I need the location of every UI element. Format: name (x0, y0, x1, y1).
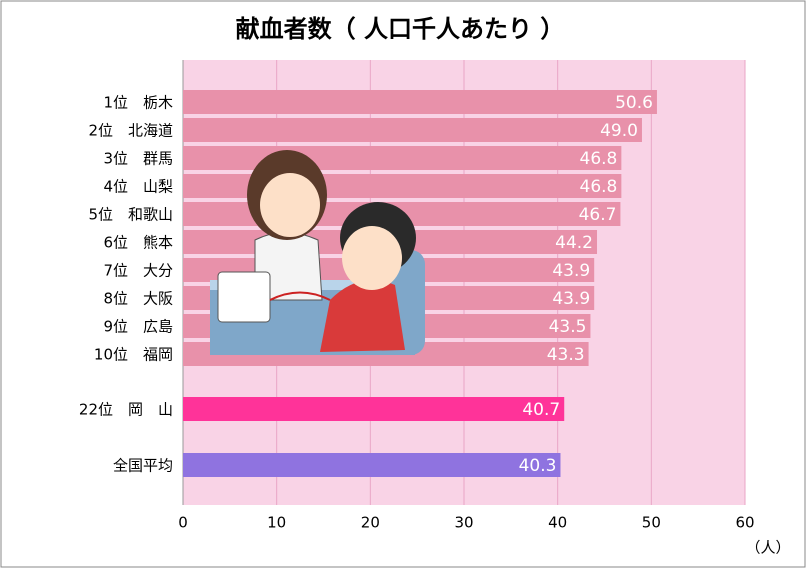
y-tick-label: 5位 和歌山 (88, 206, 173, 224)
x-tick-label: 10 (267, 514, 286, 532)
patient-face (342, 226, 402, 290)
value-label: 40.3 (519, 456, 557, 476)
bar (183, 397, 565, 421)
y-tick-label: 3位 群馬 (103, 150, 173, 168)
bar (183, 118, 642, 142)
patient-body (320, 280, 405, 352)
bar (183, 146, 622, 170)
y-tick-label: 8位 大阪 (103, 290, 173, 308)
x-tick-label: 60 (735, 514, 754, 532)
bar (183, 90, 657, 114)
y-tick-label: 7位 大分 (103, 262, 173, 280)
y-tick-label: 全国平均 (113, 457, 173, 475)
y-tick-label: 6位 熊本 (103, 234, 173, 252)
value-label: 46.8 (580, 177, 618, 197)
value-label: 46.7 (579, 205, 617, 225)
y-tick-label: 4位 山梨 (103, 178, 173, 196)
value-label: 43.3 (547, 345, 585, 365)
value-label: 43.9 (552, 289, 590, 309)
value-label: 43.9 (552, 261, 590, 281)
bar (183, 453, 561, 477)
x-tick-label: 50 (642, 514, 661, 532)
value-label: 49.0 (600, 121, 638, 141)
y-tick-label: 9位 広島 (103, 318, 173, 336)
labels: 0 10 20 30 40 50 60 1位 栃木 50.6 2位 北海道 49.0 3位 群馬 46.… (79, 93, 755, 532)
nurse-face (260, 173, 320, 237)
y-tick-label: 1位 栃木 (103, 94, 173, 112)
y-tick-label: 10位 福岡 (94, 346, 173, 364)
value-label: 46.8 (580, 149, 618, 169)
x-unit: （人） (745, 539, 790, 557)
illustration (210, 150, 425, 355)
value-label: 44.2 (555, 233, 593, 253)
y-tick-label: 2位 北海道 (88, 122, 173, 140)
y-tick-label: 22位 岡 山 (79, 401, 173, 419)
chart-title: 献血者数（ 人口千人あたり ） (236, 15, 565, 43)
monitor (217, 271, 271, 323)
value-label: 50.6 (615, 93, 653, 113)
x-tick-label: 30 (454, 514, 473, 532)
value-label: 43.5 (549, 317, 587, 337)
x-tick-label: 20 (361, 514, 380, 532)
value-label: 40.7 (522, 400, 560, 420)
x-tick-label: 40 (548, 514, 567, 532)
tube (269, 291, 331, 301)
x-tick-label: 0 (178, 514, 188, 532)
